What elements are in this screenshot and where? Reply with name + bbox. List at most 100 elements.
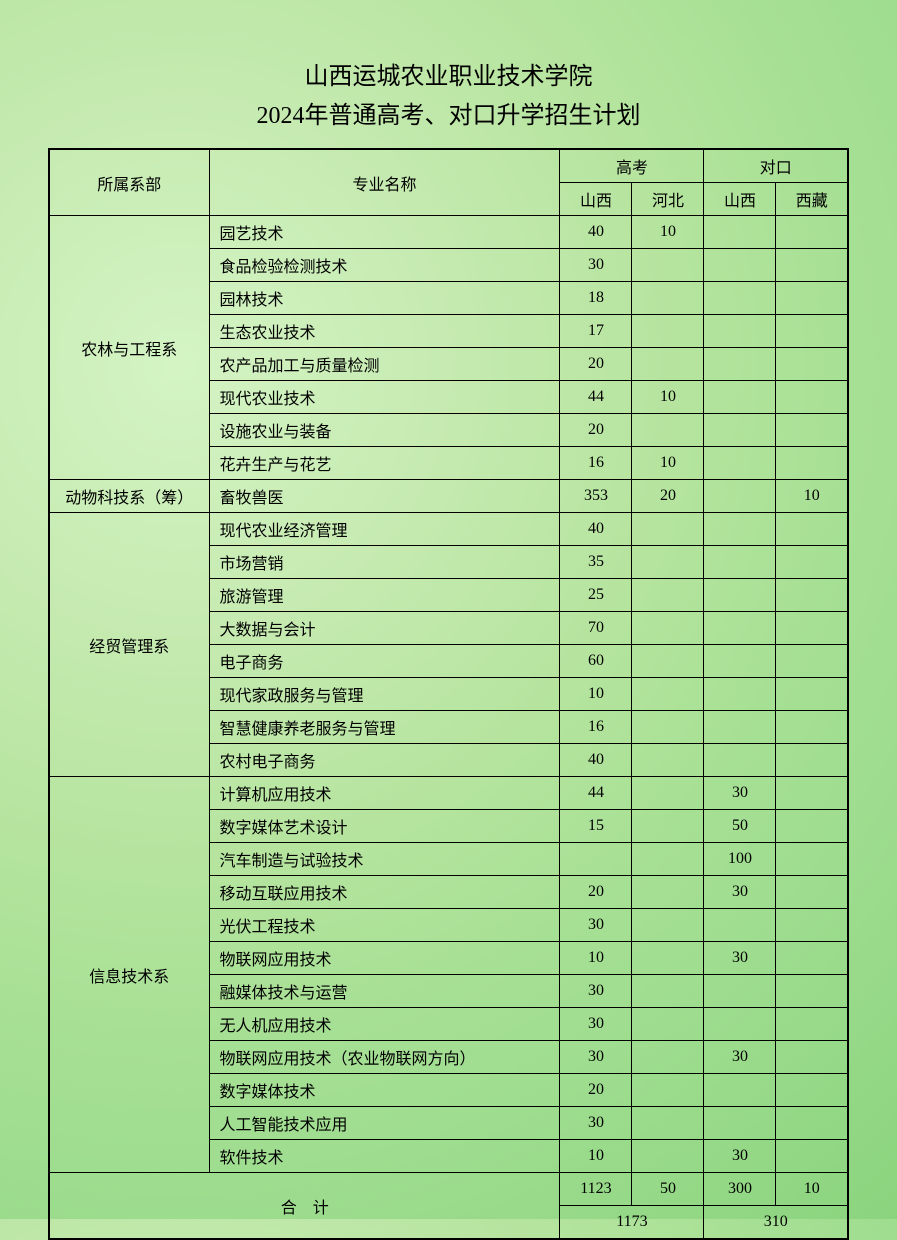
gk-hb-cell [632, 678, 704, 711]
dk-xz-cell [776, 513, 848, 546]
dk-sx-cell [704, 480, 776, 513]
gk-sx-cell: 30 [560, 249, 632, 282]
gk-hb-cell [632, 513, 704, 546]
major-cell: 计算机应用技术 [209, 777, 560, 810]
gk-sx-cell: 70 [560, 612, 632, 645]
dk-sx-cell [704, 1008, 776, 1041]
dk-sx-cell [704, 513, 776, 546]
table-header-row-1: 所属系部 专业名称 高考 对口 [49, 149, 848, 183]
major-cell: 数字媒体艺术设计 [209, 810, 560, 843]
gk-hb-cell: 10 [632, 216, 704, 249]
dk-xz-cell [776, 876, 848, 909]
dk-sx-cell [704, 282, 776, 315]
major-cell: 物联网应用技术（农业物联网方向） [209, 1041, 560, 1074]
major-cell: 大数据与会计 [209, 612, 560, 645]
gk-sx-cell: 30 [560, 975, 632, 1008]
major-cell: 旅游管理 [209, 579, 560, 612]
major-cell: 移动互联应用技术 [209, 876, 560, 909]
gk-sx-cell [560, 843, 632, 876]
gk-hb-cell [632, 1140, 704, 1173]
dk-xz-cell: 10 [776, 480, 848, 513]
dk-xz-cell [776, 381, 848, 414]
dk-xz-cell [776, 645, 848, 678]
page-title-line2: 2024年普通高考、对口升学招生计划 [48, 95, 849, 130]
table-row: 经贸管理系现代农业经济管理40 [49, 513, 848, 546]
dk-sx-cell [704, 249, 776, 282]
dk-sx-cell [704, 348, 776, 381]
gk-sx-cell: 35 [560, 546, 632, 579]
dk-sx-cell [704, 744, 776, 777]
dk-xz-cell [776, 678, 848, 711]
gk-hb-cell [632, 579, 704, 612]
major-cell: 生态农业技术 [209, 315, 560, 348]
dk-sx-cell: 30 [704, 1041, 776, 1074]
dk-xz-cell [776, 975, 848, 1008]
col-dept: 所属系部 [49, 149, 209, 216]
total-gk-hb: 50 [632, 1173, 704, 1206]
dk-sx-cell [704, 1107, 776, 1140]
major-cell: 畜牧兽医 [209, 480, 560, 513]
total-gk-sum: 1173 [560, 1206, 704, 1240]
dk-sx-cell [704, 975, 776, 1008]
dk-xz-cell [776, 414, 848, 447]
gk-sx-cell: 30 [560, 909, 632, 942]
gk-sx-cell: 44 [560, 777, 632, 810]
gk-hb-cell [632, 810, 704, 843]
gk-hb-cell [632, 645, 704, 678]
gk-hb-cell [632, 909, 704, 942]
major-cell: 人工智能技术应用 [209, 1107, 560, 1140]
dk-sx-cell [704, 645, 776, 678]
major-cell: 现代农业经济管理 [209, 513, 560, 546]
gk-hb-cell [632, 414, 704, 447]
gk-sx-cell: 25 [560, 579, 632, 612]
dk-sx-cell: 30 [704, 876, 776, 909]
dk-xz-cell [776, 942, 848, 975]
gk-hb-cell [632, 744, 704, 777]
dk-sx-cell [704, 612, 776, 645]
total-row-1: 合 计 1123 50 300 10 [49, 1173, 848, 1206]
dk-xz-cell [776, 810, 848, 843]
gk-sx-cell: 40 [560, 216, 632, 249]
gk-hb-cell [632, 348, 704, 381]
dk-sx-cell [704, 315, 776, 348]
gk-hb-cell: 10 [632, 447, 704, 480]
gk-hb-cell [632, 315, 704, 348]
gk-sx-cell: 20 [560, 1074, 632, 1107]
dk-xz-cell [776, 744, 848, 777]
gk-sx-cell: 30 [560, 1107, 632, 1140]
gk-hb-cell [632, 711, 704, 744]
dk-xz-cell [776, 909, 848, 942]
gk-sx-cell: 16 [560, 711, 632, 744]
gk-sx-cell: 10 [560, 678, 632, 711]
dept-cell: 动物科技系（筹） [49, 480, 209, 513]
major-cell: 汽车制造与试验技术 [209, 843, 560, 876]
major-cell: 食品检验检测技术 [209, 249, 560, 282]
dk-sx-cell [704, 711, 776, 744]
gk-sx-cell: 353 [560, 480, 632, 513]
gk-hb-cell [632, 282, 704, 315]
major-cell: 智慧健康养老服务与管理 [209, 711, 560, 744]
dk-xz-cell [776, 282, 848, 315]
dk-xz-cell [776, 579, 848, 612]
col-gaokao: 高考 [560, 149, 704, 183]
gk-hb-cell [632, 1041, 704, 1074]
col-gk-shanxi: 山西 [560, 183, 632, 216]
major-cell: 数字媒体技术 [209, 1074, 560, 1107]
gk-sx-cell: 60 [560, 645, 632, 678]
dk-xz-cell [776, 1008, 848, 1041]
gk-sx-cell: 30 [560, 1041, 632, 1074]
gk-hb-cell [632, 975, 704, 1008]
dk-xz-cell [776, 1140, 848, 1173]
gk-hb-cell [632, 876, 704, 909]
table-row: 信息技术系计算机应用技术4430 [49, 777, 848, 810]
dk-sx-cell: 30 [704, 777, 776, 810]
gk-hb-cell [632, 1074, 704, 1107]
gk-sx-cell: 40 [560, 513, 632, 546]
dk-sx-cell [704, 1074, 776, 1107]
dk-sx-cell [704, 909, 776, 942]
gk-sx-cell: 10 [560, 1140, 632, 1173]
gk-sx-cell: 10 [560, 942, 632, 975]
total-dk-sx: 300 [704, 1173, 776, 1206]
dk-sx-cell: 100 [704, 843, 776, 876]
major-cell: 设施农业与装备 [209, 414, 560, 447]
